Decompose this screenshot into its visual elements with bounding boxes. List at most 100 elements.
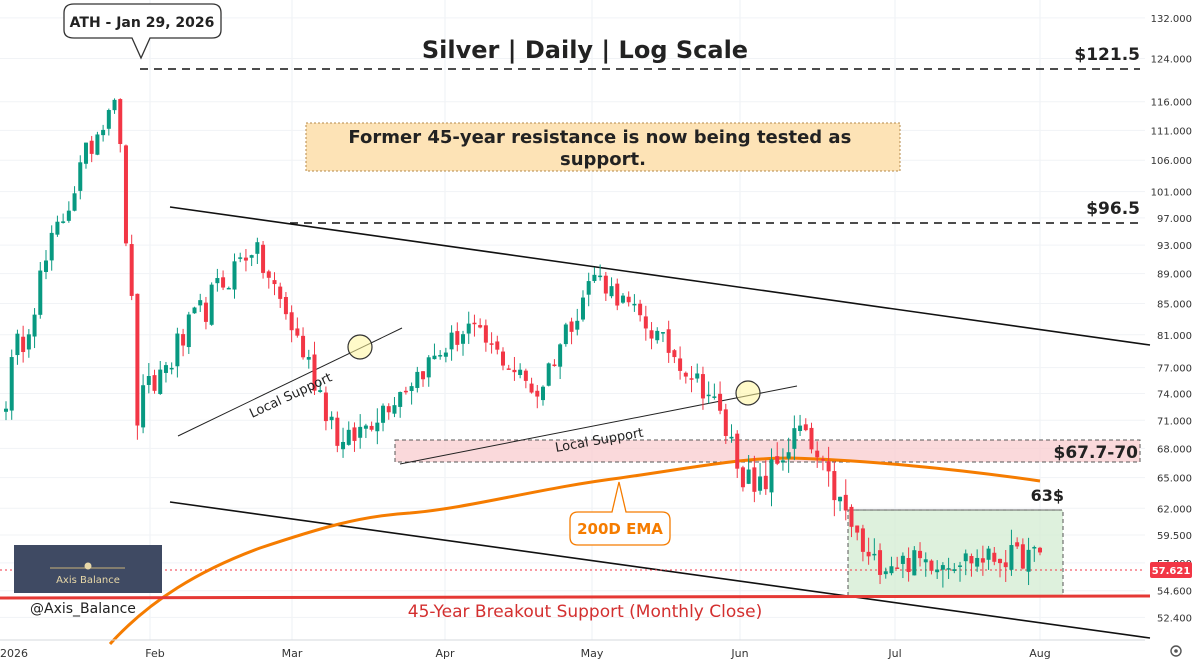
x-tick-label: Aug [1029,647,1050,660]
candle-body [952,569,957,571]
x-tick-label: May [581,647,604,660]
candle-body [552,364,557,367]
candle-body [603,275,608,294]
watermark-brand: Axis Balance [56,575,120,586]
y-tick-label: 74.000 [1157,389,1192,400]
candle-body [369,425,374,430]
candle-body [129,244,134,296]
candle-body [232,261,237,290]
candle-body [186,314,191,348]
candle-body [272,280,277,285]
candle-body [809,427,814,450]
candle-body [946,568,951,570]
candle-body [643,316,648,329]
candle-body [226,287,231,290]
candle-body [1026,549,1031,572]
candle-body [152,375,157,391]
y-tick-label: 71.000 [1157,416,1192,427]
candle-body [141,385,146,428]
candle-body [415,371,420,388]
y-tick-label: 52.400 [1157,613,1192,624]
breakout-support-line [0,594,1151,600]
candle-body [860,528,865,552]
candle-body [689,378,694,380]
watermark-logo: Axis Balance [14,545,162,593]
candle-body [89,140,94,154]
candle-body [958,565,963,567]
ath-callout: ATH - Jan 29, 2026 [63,3,222,60]
candlestick-series [4,98,1042,588]
x-tick-label: 2026 [0,647,28,660]
channel-upper-line [169,206,1151,346]
candle-body [438,355,443,357]
candle-body [655,330,660,341]
candle-body [489,343,494,345]
candle-body [580,297,585,320]
candle-body [55,221,60,235]
note-text: Former 45-year resistance is now being t… [348,127,857,170]
candle-body [775,456,780,464]
candle-body [872,553,877,556]
candle-body [815,450,820,458]
candle-body [855,525,860,533]
candle-body [900,555,905,564]
candle-body [906,558,911,573]
last-price-tag: 57.621 [1150,562,1192,578]
candle-body [198,300,203,306]
candle-body [740,467,745,488]
candle-body [563,324,568,345]
y-tick-label: 59.500 [1157,531,1192,542]
candle-body [346,429,351,445]
candle-body [283,296,288,315]
candle-body [940,565,945,570]
candle-body [106,110,111,129]
candle-body [1009,545,1014,570]
candle-body [849,506,854,527]
ema-callout-label: 200D EMA [577,520,663,538]
candle-body [32,314,37,337]
candle-body [706,394,711,397]
candle-body [518,369,523,375]
gear-icon[interactable] [1170,645,1182,657]
y-tick-label: 77.000 [1157,364,1192,375]
candle-body [21,336,26,353]
candle-body [449,332,454,350]
breakout-support-label: 45-Year Breakout Support (Monthly Close) [408,602,762,622]
x-tick-label: Feb [145,647,164,660]
candle-body [323,392,328,422]
candle-body [4,408,8,412]
candle-body [1038,547,1042,553]
candle-body [443,352,448,357]
candle-body [992,552,997,562]
y-tick-label: 111.000 [1151,126,1192,137]
candle-body [466,323,471,334]
y-tick-label: 54.600 [1157,587,1192,598]
candle-body [381,405,386,423]
candle-body [986,548,991,560]
candle-body [238,257,243,259]
y-tick-label: 124.000 [1151,54,1192,65]
candle-body [192,307,197,314]
ema-200d-line [108,456,1041,646]
candle-body [243,257,248,261]
watermark-handle: @Axis_Balance [30,601,136,617]
candle-body [43,260,48,272]
candle-body [540,386,545,401]
candle-body [261,244,266,273]
resistance-zone [394,439,1141,463]
candle-body [803,424,808,431]
candle-body [169,367,174,370]
candle-body [512,369,517,373]
candle-body [301,335,306,358]
candle-body [403,390,408,393]
y-tick-label: 62.000 [1157,504,1192,515]
candle-body [289,312,294,331]
candle-body [649,330,654,339]
candle-body [700,374,705,399]
local-support-line-2 [399,385,798,465]
candle-body [998,558,1003,564]
candle-body [660,332,665,334]
ema-callout: 200D EMA [569,481,671,546]
candle-body [432,355,437,360]
candle-body [255,242,260,254]
